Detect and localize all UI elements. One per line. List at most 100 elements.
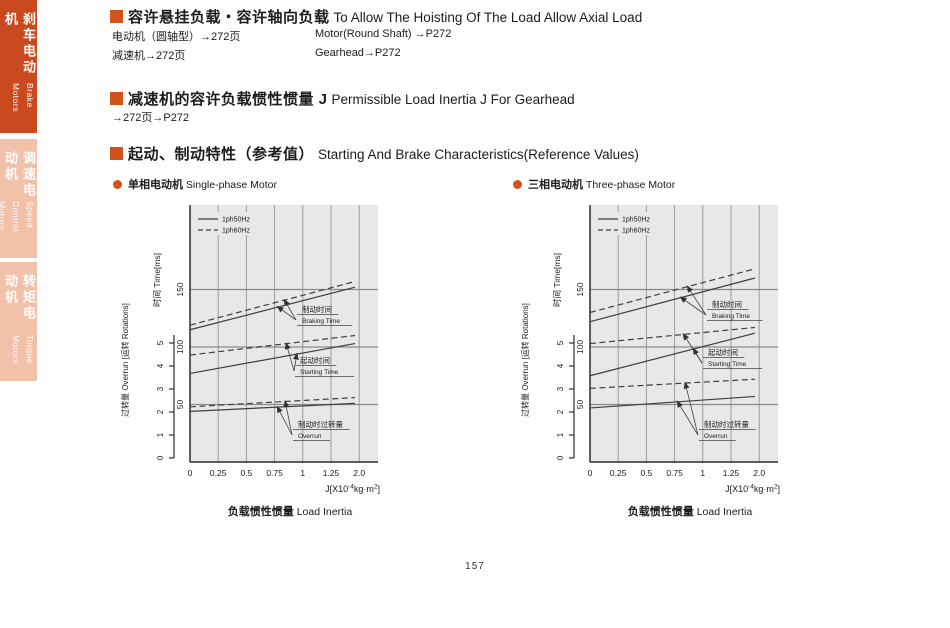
chart-three-phase-motor: 三相电动机 Three-phase Motor 50 100 150 时间 Time[… xyxy=(510,176,802,519)
svg-text:制动时过转量: 制动时过转量 xyxy=(704,419,749,429)
chart-caption: 负载惯性惯量 Load Inertia xyxy=(510,503,802,519)
svg-text:0: 0 xyxy=(156,455,165,460)
svg-text:1ph50Hz: 1ph50Hz xyxy=(622,217,651,224)
chart-title: 单相电动机 Single-phase Motor xyxy=(113,176,402,191)
reference-link-row: 减速机→272页 Gearhead→P272 xyxy=(112,47,401,63)
svg-text:Overrun: Overrun xyxy=(704,433,728,440)
svg-text:1: 1 xyxy=(700,468,705,478)
orange-bullet-icon xyxy=(513,180,522,189)
link-motor-round-shaft-cn[interactable]: 电动机（圆轴型）→272页 xyxy=(112,31,241,43)
svg-text:1: 1 xyxy=(556,432,565,437)
chart-single-phase-motor: 单相电动机 Single-phase Motor 50 100 150 时间 Time… xyxy=(110,176,402,519)
svg-text:Overrun: Overrun xyxy=(298,433,322,440)
svg-text:2.0: 2.0 xyxy=(353,468,365,478)
tab-label-cn: 刹车电动机 xyxy=(3,12,36,76)
svg-text:1ph60Hz: 1ph60Hz xyxy=(222,228,251,235)
link-p272[interactable]: →272页→P272 xyxy=(112,112,190,124)
section-title-cn: 减速机的容许负载惯性惯量 J xyxy=(128,91,328,108)
orange-square-icon xyxy=(110,92,123,105)
link-gearhead-en[interactable]: Gearhead→P272 xyxy=(315,47,401,59)
caption-en: Load Inertia xyxy=(296,506,353,518)
sidebar-tab-brake-motors[interactable]: 刹车电动机 Brake Motors xyxy=(0,0,37,133)
svg-text:起动时间: 起动时间 xyxy=(708,347,738,357)
chart-title-en: Three-phase Motor xyxy=(585,179,676,191)
section-title-load-inertia: 减速机的容许负载惯性惯量 J Permissible Load Inertia J… xyxy=(110,88,575,109)
svg-text:100: 100 xyxy=(175,340,185,354)
chart-title: 三相电动机 Three-phase Motor xyxy=(513,176,802,191)
chart-caption: 负载惯性惯量 Load Inertia xyxy=(110,503,402,519)
svg-text:0.5: 0.5 xyxy=(240,468,252,478)
tab-label-cn: 调速电动机 xyxy=(3,151,36,199)
svg-text:过转量 Overrun [运转 Rotations]: 过转量 Overrun [运转 Rotations] xyxy=(120,303,130,417)
svg-text:5: 5 xyxy=(556,340,565,345)
svg-text:0.5: 0.5 xyxy=(640,468,652,478)
svg-text:制动时间: 制动时间 xyxy=(302,304,332,314)
svg-text:1.25: 1.25 xyxy=(723,468,740,478)
svg-text:1ph60Hz: 1ph60Hz xyxy=(622,228,651,235)
svg-text:3: 3 xyxy=(156,386,165,391)
section-title-en: To Allow The Hoisting Of The Load Allow … xyxy=(333,10,643,25)
svg-text:2.0: 2.0 xyxy=(753,468,765,478)
section-title-cn: 起动、制动特性（参考值） xyxy=(128,146,315,163)
starting-brake-chart-three-phase: 50 100 150 时间 Time[ms] 0 1 2 3 4 5 过转量 Overrun [运转… xyxy=(520,205,780,495)
svg-text:0.75: 0.75 xyxy=(666,468,683,478)
tab-label-en: Torque Motors xyxy=(11,334,35,364)
svg-text:1.25: 1.25 xyxy=(323,468,340,478)
link-gearhead-cn[interactable]: 减速机→272页 xyxy=(112,50,186,62)
orange-square-icon xyxy=(110,147,123,160)
orange-square-icon xyxy=(110,10,123,23)
svg-text:0.75: 0.75 xyxy=(266,468,283,478)
svg-text:时间 Time[ms]: 时间 Time[ms] xyxy=(152,253,162,307)
caption-en: Load Inertia xyxy=(696,506,753,518)
svg-text:J[X10-4kg·m2]: J[X10-4kg·m2] xyxy=(325,484,380,495)
starting-brake-chart-single-phase: 50 100 150 时间 Time[ms] 0 1 2 3 4 5 过转量 Overrun [运转… xyxy=(120,205,380,495)
sidebar-tab-speed-control-motors[interactable]: 调速电动机 Speed Control Motors xyxy=(0,139,37,258)
caption-cn: 负载惯性惯量 xyxy=(227,506,294,518)
svg-text:4: 4 xyxy=(156,363,165,368)
link-motor-round-shaft-en[interactable]: Motor(Round Shaft) →P272 xyxy=(315,28,452,40)
svg-text:3: 3 xyxy=(556,386,565,391)
chart-title-cn: 三相电动机 xyxy=(528,179,583,191)
svg-text:5: 5 xyxy=(156,340,165,345)
svg-text:2: 2 xyxy=(156,409,165,414)
svg-text:J[X10-4kg·m2]: J[X10-4kg·m2] xyxy=(725,484,780,495)
svg-text:0.25: 0.25 xyxy=(210,468,227,478)
svg-text:0: 0 xyxy=(188,468,193,478)
chart-title-en: Single-phase Motor xyxy=(185,179,277,191)
tab-label-cn: 转矩电动机 xyxy=(3,274,36,322)
reference-link-row: 电动机（圆轴型）→272页 Motor(Round Shaft) →P272 xyxy=(112,28,451,44)
svg-text:2: 2 xyxy=(556,409,565,414)
section-title-cn: 容许悬挂负载・容许轴向负载 xyxy=(128,9,330,26)
svg-text:1: 1 xyxy=(156,432,165,437)
orange-bullet-icon xyxy=(113,180,122,189)
svg-text:制动时间: 制动时间 xyxy=(712,299,742,309)
section-title-starting-brake-characteristics: 起动、制动特性（参考值） Starting And Brake Character… xyxy=(110,143,639,164)
svg-text:0.25: 0.25 xyxy=(610,468,627,478)
svg-text:100: 100 xyxy=(575,340,585,354)
svg-text:1: 1 xyxy=(300,468,305,478)
svg-text:150: 150 xyxy=(575,282,585,296)
svg-text:Braking Time: Braking Time xyxy=(712,313,750,320)
section-title-en: Permissible Load Inertia J For Gearhead xyxy=(331,92,575,107)
svg-text:Starting Time: Starting Time xyxy=(300,369,339,376)
tab-label-en: Brake Motors xyxy=(11,82,35,112)
svg-text:50: 50 xyxy=(575,400,585,410)
svg-text:0: 0 xyxy=(588,468,593,478)
svg-text:0: 0 xyxy=(556,455,565,460)
svg-text:时间 Time[ms]: 时间 Time[ms] xyxy=(552,253,562,307)
chart-title-cn: 单相电动机 xyxy=(128,179,183,191)
svg-text:150: 150 xyxy=(175,282,185,296)
caption-cn: 负载惯性惯量 xyxy=(627,506,694,518)
page-number: 157 xyxy=(465,561,485,572)
svg-text:起动时间: 起动时间 xyxy=(300,355,330,365)
section-title-permissible-loads: 容许悬挂负载・容许轴向负载 To Allow The Hoisting Of Th… xyxy=(110,6,642,27)
svg-text:过转量 Overrun [运转 Rotations]: 过转量 Overrun [运转 Rotations] xyxy=(520,303,530,417)
svg-text:50: 50 xyxy=(175,400,185,410)
svg-text:Braking Time: Braking Time xyxy=(302,318,340,325)
sidebar-tab-torque-motors[interactable]: 转矩电动机 Torque Motors xyxy=(0,262,37,381)
svg-text:4: 4 xyxy=(556,363,565,368)
svg-text:制动时过转量: 制动时过转量 xyxy=(298,419,343,429)
section-title-en: Starting And Brake Characteristics(Refer… xyxy=(318,147,639,162)
svg-text:1ph50Hz: 1ph50Hz xyxy=(222,217,251,224)
